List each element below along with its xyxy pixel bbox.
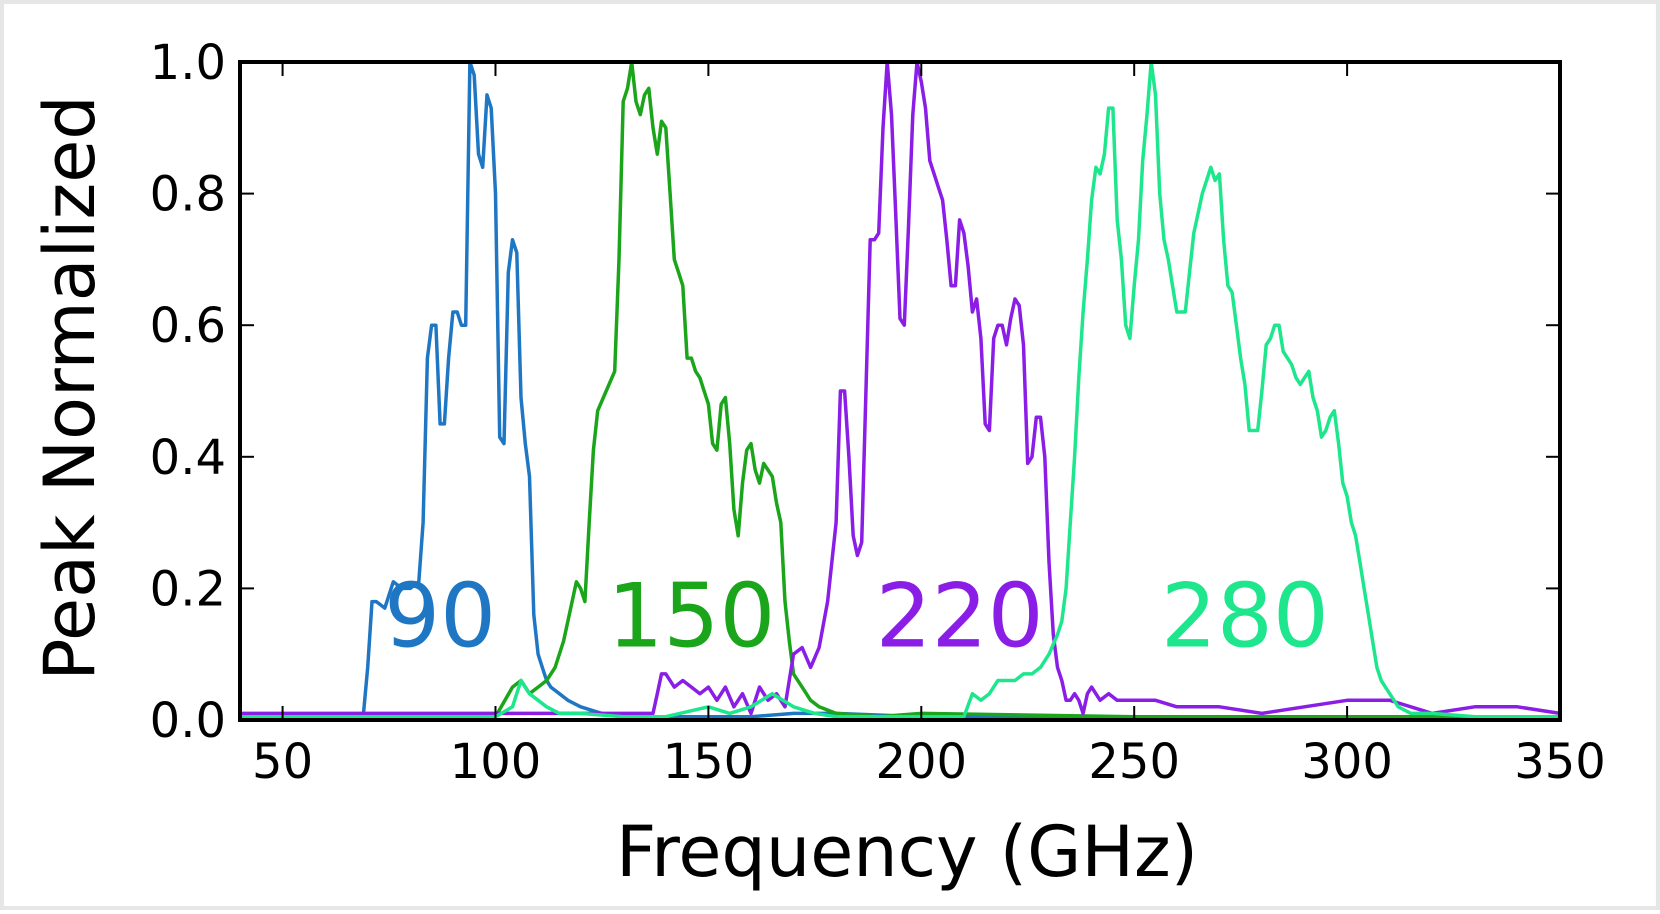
- series-line-4: [240, 60, 1560, 719]
- y-tick-label: 0.4: [150, 430, 226, 486]
- band-label-150: 150: [607, 565, 775, 668]
- x-tick-label: 200: [875, 734, 967, 790]
- x-tick-label: 150: [663, 734, 755, 790]
- series-line-2: [240, 60, 1560, 719]
- annotation-layer: 90 150 220 280: [384, 565, 1329, 668]
- y-tick-label: 0.8: [150, 167, 226, 223]
- plot-area-border: [238, 60, 1562, 722]
- x-tick-label: 250: [1088, 734, 1180, 790]
- y-tick-label: 0.0: [150, 693, 226, 749]
- peak-normalized-chart: 50 100 150 200 250 300 350 0.0 0.2 0.4 0.6 0.8 1.0 9…: [29, 35, 1606, 893]
- band-label-280: 280: [1161, 565, 1329, 668]
- y-tick-label: 1.0: [150, 35, 226, 91]
- band-label-90: 90: [384, 565, 496, 668]
- band-label-220: 220: [876, 565, 1044, 668]
- series-line-3: [240, 60, 1561, 716]
- x-tick-label: 50: [252, 734, 313, 790]
- x-axis-label: Frequency (GHz): [616, 811, 1198, 893]
- x-tick-label: 100: [450, 734, 542, 790]
- x-tick-label: 350: [1514, 734, 1606, 790]
- y-tick-label: 0.6: [150, 298, 226, 354]
- y-tick-label: 0.2: [150, 561, 226, 617]
- x-tick-label: 300: [1301, 734, 1393, 790]
- tick-layer: 50 100 150 200 250 300 350 0.0 0.2 0.4 0.6 0.8 1.0: [150, 35, 1606, 790]
- series-layer: [240, 60, 1561, 720]
- y-axis-label: Peak Normalized: [29, 95, 111, 680]
